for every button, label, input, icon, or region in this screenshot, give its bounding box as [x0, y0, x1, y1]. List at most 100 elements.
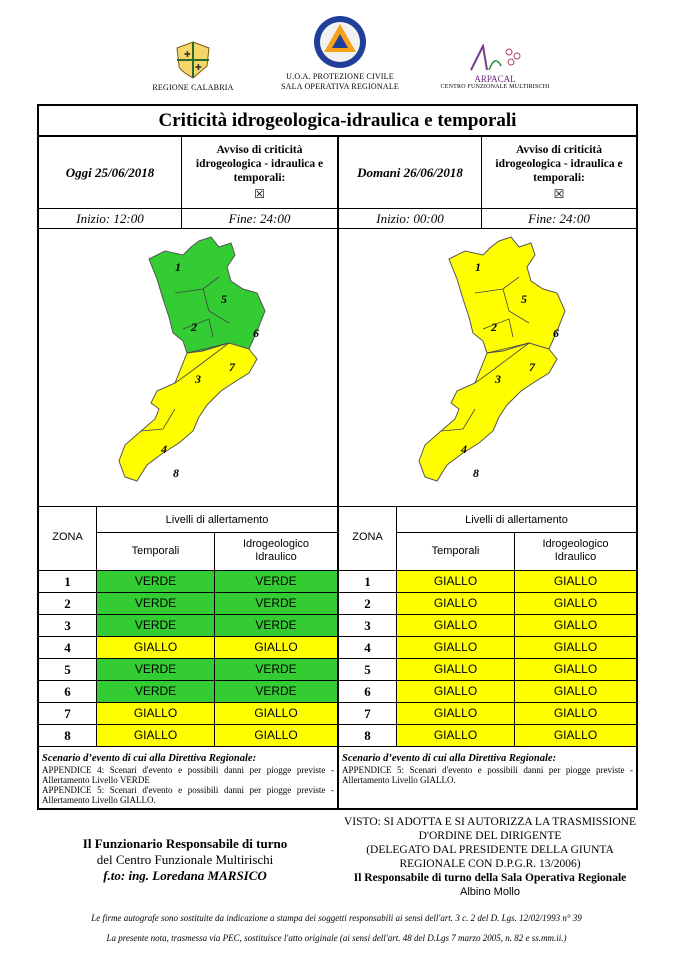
idro-level: GIALLO — [515, 703, 636, 724]
idro-header: Idrogeologico Idraulico — [515, 533, 636, 575]
signature-right: VISTO: SI ADOTTA E SI AUTORIZZA LA TRASM… — [340, 815, 640, 899]
arpacal-emblem-icon — [470, 44, 521, 71]
map-zone-label: 3 — [494, 372, 501, 386]
idro-level: GIALLO — [215, 637, 337, 658]
zone-row: 8 GIALLO GIALLO — [39, 725, 337, 747]
svg-text:✚: ✚ — [184, 50, 191, 59]
zone-number: 3 — [39, 615, 97, 636]
signature-right-line4: REGIONALE CON D.P.G.R. 13/2006) — [399, 858, 581, 870]
avviso-line1: Avviso di criticità — [216, 144, 303, 156]
day-date-tomorrow: Domani 26/06/2018 — [339, 137, 482, 209]
zone-table-header: ZONA Livelli di allertamento Temporali I… — [39, 507, 337, 571]
zone-row: 7 GIALLO GIALLO — [39, 703, 337, 725]
legal-note-2: La presente nota, trasmessa via PEC, sos… — [106, 933, 567, 943]
map-zone-label: 4 — [460, 442, 467, 456]
legal-note-1: Le firme autografe sono sostituite da in… — [91, 913, 582, 923]
zone-number: 2 — [339, 593, 397, 614]
bulletin-title: Criticità idrogeologica-idraulica e temp… — [39, 106, 636, 137]
signature-right-line5: Il Responsabile di turno della Sala Oper… — [353, 872, 627, 884]
idro-level: GIALLO — [515, 571, 636, 592]
map-zone-label: 4 — [160, 442, 167, 456]
day-panel-tomorrow: Domani 26/06/2018 Avviso di criticità id… — [339, 137, 636, 810]
zone-row: 4 GIALLO GIALLO — [339, 637, 636, 659]
day-panel-today: Oggi 25/06/2018 Avviso di criticità idro… — [39, 137, 339, 810]
idro-level: VERDE — [215, 659, 337, 680]
protezione-civile-logo: U.O.A. PROTEZIONE CIVILE SALA OPERATIVA … — [270, 14, 410, 94]
map-zone-label: 3 — [194, 372, 201, 386]
zone-border — [140, 408, 176, 432]
regione-calabria-logo: ✚ ✚ REGIONE CALABRIA — [148, 40, 238, 94]
zone-rows-tomorrow: 1 GIALLO GIALLO 2 GIALLO GIALLO 3 GIALLO GIALLO 4… — [339, 571, 636, 747]
zone-number: 1 — [39, 571, 97, 592]
temporali-level: GIALLO — [97, 725, 215, 746]
idro-level: GIALLO — [515, 659, 636, 680]
temporali-level: GIALLO — [397, 725, 515, 746]
map-zone-label: 8 — [473, 466, 479, 480]
center-logo-line2: SALA OPERATIVA REGIONALE — [281, 82, 399, 91]
idro-header-line1: Idrogeologico — [242, 538, 310, 550]
temporali-level: VERDE — [97, 593, 215, 614]
signature-left-line3: f.to: ing. Loredana MARSICO — [103, 868, 267, 883]
map-zone-label: 8 — [173, 466, 179, 480]
idro-level: GIALLO — [515, 725, 636, 746]
map-zone-label: 1 — [475, 260, 481, 274]
avviso-line1: Avviso di criticità — [515, 144, 603, 156]
zone-table-header: ZONA Livelli di allertamento Temporali I… — [339, 507, 636, 571]
zone-border — [182, 318, 214, 338]
svg-text:✚: ✚ — [195, 63, 202, 72]
zone-number: 6 — [339, 681, 397, 702]
zone-number: 4 — [39, 637, 97, 658]
zone-row: 2 GIALLO GIALLO — [339, 593, 636, 615]
zone-row: 4 GIALLO GIALLO — [39, 637, 337, 659]
temporali-level: GIALLO — [397, 703, 515, 724]
signature-right-line2: D'ORDINE DEL DIRIGENTE — [418, 830, 562, 842]
map-region-south — [118, 342, 258, 482]
idro-level: GIALLO — [515, 593, 636, 614]
scenario-title: Scenario d’evento di cui alla Direttiva … — [42, 753, 257, 764]
zone-row: 3 GIALLO GIALLO — [339, 615, 636, 637]
zone-row: 2 VERDE VERDE — [39, 593, 337, 615]
signature-right-line6: Albino Mollo — [460, 886, 520, 898]
zone-rows-today: 1 VERDE VERDE 2 VERDE VERDE 3 VERDE VERDE 4 GIALLO… — [39, 571, 337, 747]
scenario-line: APPENDICE 4: Scenari d'evento e possibil… — [42, 765, 334, 785]
idro-header-line1: Idrogeologico — [542, 538, 609, 550]
scenario-title: Scenario d’evento di cui alla Direttiva … — [342, 753, 557, 764]
zone-number: 1 — [339, 571, 397, 592]
map-zone-label: 7 — [229, 360, 236, 374]
zone-row: 1 GIALLO GIALLO — [339, 571, 636, 593]
bulletin-table: Criticità idrogeologica-idraulica e temp… — [37, 104, 638, 810]
zone-row: 6 GIALLO GIALLO — [339, 681, 636, 703]
temporali-level: GIALLO — [397, 681, 515, 702]
zone-border — [502, 288, 530, 324]
zona-header: ZONA — [339, 507, 397, 570]
temporali-level: GIALLO — [97, 703, 215, 724]
temporali-level: VERDE — [97, 681, 215, 702]
calabria-map-today: 1 5 2 6 7 3 48 — [118, 236, 266, 482]
scenario-line: APPENDICE 5: Scenari d'evento e possibil… — [42, 785, 334, 805]
inizio-tomorrow: Inizio: 00:00 — [339, 209, 482, 229]
avviso-today: Avviso di criticità idrogeologica - idra… — [182, 137, 337, 209]
temporali-level: GIALLO — [97, 637, 215, 658]
temporali-level: GIALLO — [397, 659, 515, 680]
map-region-north — [448, 236, 566, 354]
idro-header-line2: Idraulico — [255, 551, 297, 563]
map-zone-label: 5 — [221, 292, 227, 306]
zone-number: 3 — [339, 615, 397, 636]
idro-level: GIALLO — [215, 703, 337, 724]
regione-calabria-caption: REGIONE CALABRIA — [152, 83, 234, 92]
temporali-level: GIALLO — [397, 615, 515, 636]
zone-border — [486, 342, 530, 354]
temporali-level: VERDE — [97, 571, 215, 592]
idro-level: GIALLO — [515, 615, 636, 636]
map-region-north — [148, 236, 266, 354]
temporali-level: GIALLO — [397, 637, 515, 658]
zone-border — [202, 288, 230, 324]
avviso-line3: temporali: — [233, 172, 286, 184]
zone-number: 2 — [39, 593, 97, 614]
zone-number: 5 — [39, 659, 97, 680]
idro-level: VERDE — [215, 571, 337, 592]
signature-right-line1: VISTO: SI ADOTTA E SI AUTORIZZA LA TRASM… — [343, 816, 637, 828]
signature-left-line1: Il Funzionario Responsabile di turno — [82, 836, 288, 851]
